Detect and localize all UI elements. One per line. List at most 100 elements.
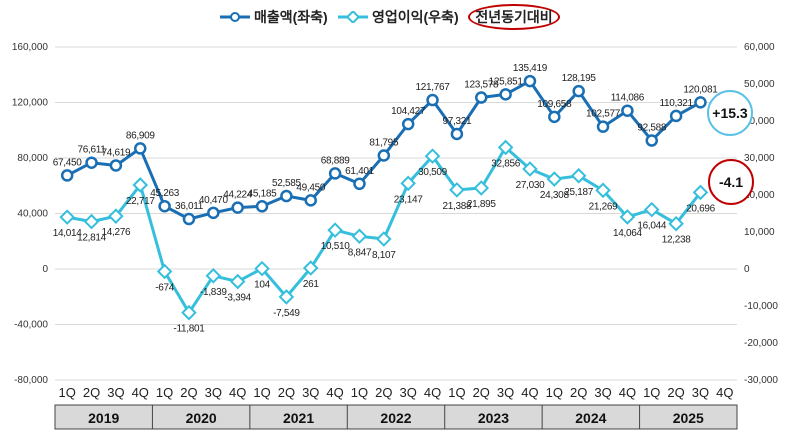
y-left-tick-label: 0 — [42, 264, 48, 275]
x-tick-label: 4Q — [326, 385, 343, 400]
revenue-data-label: 110,321 — [659, 98, 693, 109]
year-label: 2019 — [88, 410, 119, 426]
revenue-point — [304, 194, 317, 207]
revenue-data-label: 92,588 — [637, 123, 667, 134]
y-right-tick-label: 30,000 — [744, 153, 775, 164]
profit-data-label: 14,064 — [613, 228, 643, 239]
revenue-point — [499, 88, 512, 101]
revenue-point — [621, 104, 634, 117]
revenue-data-label: 49,450 — [296, 182, 326, 193]
revenue-data-label: 45,185 — [248, 188, 278, 199]
x-tick-label: 1Q — [448, 385, 465, 400]
profit-data-label: 12,814 — [77, 233, 107, 244]
profit-data-label: 20,696 — [686, 203, 716, 214]
profit-point — [351, 228, 368, 245]
revenue-data-label: 61,401 — [345, 166, 375, 177]
revenue-point — [255, 200, 269, 213]
y-left-tick-label: 120,000 — [12, 98, 49, 109]
y-right-tick-label: 20,000 — [744, 190, 775, 201]
y-left-tick-label: 40,000 — [17, 209, 48, 220]
profit-data-label: 16,044 — [637, 221, 667, 232]
profit-point — [229, 273, 246, 290]
revenue-data-label: 36,011 — [175, 201, 204, 212]
revenue-point — [645, 134, 658, 147]
profit-point — [497, 139, 514, 156]
profit-point — [546, 171, 563, 187]
x-tick-label: 3Q — [107, 385, 124, 400]
profit-point — [327, 222, 343, 238]
profit-point — [522, 161, 538, 177]
profit-point — [108, 208, 124, 224]
revenue-data-label: 68,889 — [321, 155, 351, 166]
profit-data-label: 21,388 — [442, 201, 472, 212]
x-tick-label: 3Q — [594, 385, 611, 400]
revenue-point — [694, 96, 707, 109]
profit-data-label: 32,856 — [491, 158, 521, 169]
profit-point — [668, 215, 684, 232]
x-tick-label: 2Q — [473, 385, 490, 400]
revenue-data-label: 109,658 — [537, 99, 572, 110]
y-left-tick-label: 80,000 — [17, 153, 48, 164]
profit-point — [595, 182, 611, 199]
revenue-point — [548, 110, 561, 124]
x-tick-label: 1Q — [253, 385, 270, 400]
revenue-data-label: 74,619 — [101, 147, 131, 158]
revenue-data-label: 81,795 — [369, 138, 399, 149]
x-tick-label: 3Q — [400, 385, 417, 400]
revenue-point — [401, 117, 415, 131]
profit-data-label: 22,717 — [126, 196, 156, 207]
x-tick-label: 4Q — [132, 385, 149, 400]
revenue-point — [353, 177, 366, 191]
revenue-data-label: 97,321 — [442, 116, 472, 127]
profit-point — [278, 289, 295, 305]
year-label: 2021 — [283, 410, 314, 426]
y-right-tick-label: -20,000 — [744, 338, 778, 349]
profit-data-label: 10,510 — [321, 241, 351, 252]
x-tick-label: 1Q — [643, 385, 660, 400]
y-right-tick-label: 60,000 — [744, 42, 775, 53]
revenue-point — [60, 169, 74, 182]
y-right-tick-label: -30,000 — [744, 375, 778, 386]
revenue-data-label: 128,195 — [562, 73, 597, 84]
profit-point — [643, 201, 660, 218]
profit-data-label: 261 — [303, 279, 320, 290]
x-tick-label: 2Q — [667, 385, 684, 400]
x-tick-label: 4Q — [424, 385, 441, 400]
profit-point — [619, 209, 636, 225]
year-label: 2022 — [380, 410, 411, 426]
profit-data-label: 14,276 — [101, 227, 131, 238]
profit-point — [181, 304, 197, 321]
profit-point — [692, 184, 709, 201]
legend: 매출액(좌축) 영업이익(우축) 전년동기대비 — [0, 4, 788, 32]
revenue-point — [109, 159, 123, 172]
profit-data-label: 8,107 — [372, 250, 396, 261]
y-left-tick-label: -80,000 — [14, 375, 48, 386]
y-right-tick-label: 40,000 — [744, 116, 775, 127]
revenue-data-label: 86,909 — [126, 130, 156, 141]
profit-data-label: -7,549 — [273, 308, 300, 319]
revenue-point — [207, 206, 220, 220]
profit-point — [254, 260, 270, 277]
revenue-data-label: 120,081 — [683, 84, 718, 95]
profit-data-label: 14,014 — [53, 228, 83, 239]
revenue-point — [182, 212, 196, 226]
revenue-yoy-callout — [707, 90, 753, 136]
year-label: 2020 — [186, 410, 217, 426]
profit-point — [449, 182, 465, 198]
x-tick-label: 2Q — [83, 385, 100, 400]
revenue-data-label: 45,263 — [150, 188, 180, 199]
profit-point — [424, 148, 441, 164]
legend-profit-marker — [338, 11, 368, 23]
profit-data-label: 21,269 — [589, 201, 619, 212]
revenue-point — [377, 149, 391, 162]
y-right-tick-label: 0 — [744, 264, 750, 275]
profit-yoy-value: -4.1 — [719, 174, 743, 190]
year-band — [54, 404, 738, 430]
profit-data-label: 23,147 — [394, 194, 424, 205]
profit-data-label: -11,801 — [173, 324, 205, 335]
legend-revenue-label: 매출액(좌축) — [254, 9, 328, 25]
profit-data-label: 25,187 — [564, 187, 594, 198]
x-tick-label: 3Q — [497, 385, 514, 400]
x-tick-label: 1Q — [156, 385, 173, 400]
